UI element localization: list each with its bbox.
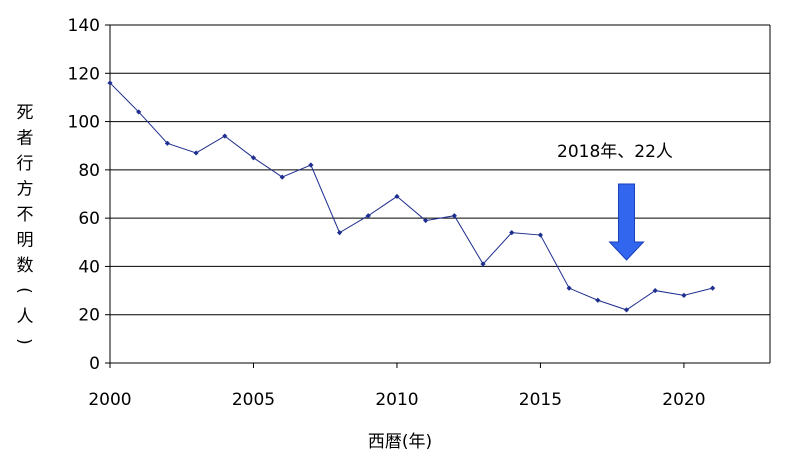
x-axis-label: 西暦(年) xyxy=(368,432,432,452)
y-tick-label: 60 xyxy=(78,209,100,229)
y-axis-label-char: ) xyxy=(14,338,34,345)
data-point xyxy=(107,80,113,86)
y-axis-label-char: 死 xyxy=(17,103,34,123)
y-tick-label: 20 xyxy=(78,306,100,326)
y-axis-label-char: 方 xyxy=(17,180,34,200)
data-point xyxy=(193,150,199,156)
data-point xyxy=(451,213,457,219)
y-axis-label-char: 数 xyxy=(17,256,34,276)
data-point xyxy=(595,297,601,303)
series-line xyxy=(109,82,713,311)
series-group xyxy=(107,80,716,313)
data-point xyxy=(652,287,658,294)
y-axis-label-char: 者 xyxy=(17,129,34,149)
y-axis-label-char: 明 xyxy=(17,231,34,251)
x-tick-label: 2000 xyxy=(88,390,131,410)
data-point xyxy=(710,285,716,291)
data-point xyxy=(136,109,142,115)
y-axis-label-char: 行 xyxy=(17,154,34,174)
annotation-text: 2018年、22人 xyxy=(557,142,673,162)
data-point xyxy=(250,155,257,161)
data-point xyxy=(394,193,400,200)
grid-lines xyxy=(110,24,770,316)
data-point xyxy=(164,140,170,146)
data-point xyxy=(423,217,429,224)
x-tick-label: 2010 xyxy=(375,390,418,410)
x-tick-label: 2005 xyxy=(232,390,275,410)
annotation-arrow xyxy=(608,183,645,261)
x-tick-labels: 2000 2005 2010 2015 2020 xyxy=(88,363,706,410)
data-point xyxy=(336,230,343,236)
annotation-group: 2018年、22人 xyxy=(557,142,673,261)
y-tick-label: 140 xyxy=(68,16,100,36)
y-tick-label: 120 xyxy=(68,64,100,84)
data-point xyxy=(509,230,515,236)
data-point xyxy=(222,133,228,139)
data-point xyxy=(279,174,285,180)
data-point xyxy=(480,261,486,267)
y-tick-labels: 0 20 40 60 80 100 120 140 xyxy=(68,16,110,374)
data-point xyxy=(566,285,572,291)
y-tick-label: 0 xyxy=(89,354,100,374)
y-axis-label-char: 人 xyxy=(17,307,34,327)
y-axis-label-char: 不 xyxy=(17,205,34,225)
data-point xyxy=(681,292,687,298)
x-tick-label: 2015 xyxy=(519,390,562,410)
y-tick-label: 100 xyxy=(68,113,100,133)
data-point xyxy=(537,232,544,238)
y-tick-label: 40 xyxy=(78,257,100,277)
data-point xyxy=(623,307,630,313)
data-point xyxy=(308,162,314,168)
x-tick-label: 2020 xyxy=(662,390,705,410)
data-point xyxy=(365,213,371,219)
y-axis-label-char: ( xyxy=(14,287,34,294)
y-tick-label: 80 xyxy=(78,161,100,181)
axes xyxy=(109,25,771,364)
